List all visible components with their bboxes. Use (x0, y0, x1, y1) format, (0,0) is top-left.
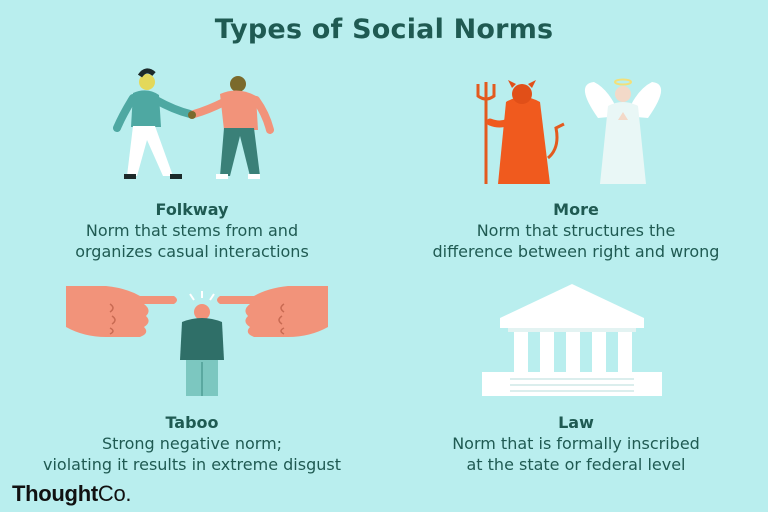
card-description-line: organizes casual interactions (75, 242, 309, 261)
card-description-line: violating it results in extreme disgust (43, 455, 341, 474)
card-more: More Norm that structures the difference… (384, 200, 768, 262)
card-description-line: at the state or federal level (466, 455, 686, 474)
card-description-line: Norm that is formally inscribed (452, 434, 700, 453)
devil-angel-illustration (476, 78, 662, 184)
card-title: Taboo (165, 413, 219, 432)
card-description-line: Strong negative norm; (101, 434, 283, 453)
pointing-hands-illustration (66, 286, 328, 396)
card-title: Law (558, 413, 594, 432)
brand-logo-part: Co. (97, 481, 132, 506)
card-description-line: Norm that structures the (476, 221, 676, 240)
card-law: Law Norm that is formally inscribed at t… (384, 413, 768, 475)
page-title: Types of Social Norms (214, 14, 554, 45)
card-description-line: Norm that stems from and (85, 221, 299, 240)
card-title: Folkway (155, 200, 229, 219)
handshake-illustration (113, 68, 274, 179)
brand-logo: ThoughtCo. (12, 481, 132, 507)
courthouse-illustration (482, 284, 662, 396)
card-folkway: Folkway Norm that stems from and organiz… (0, 200, 384, 262)
card-title: More (553, 200, 599, 219)
card-taboo: Taboo Strong negative norm; violating it… (0, 413, 384, 475)
card-description-line: difference between right and wrong (432, 242, 720, 261)
brand-logo-part: Thought (12, 481, 98, 506)
